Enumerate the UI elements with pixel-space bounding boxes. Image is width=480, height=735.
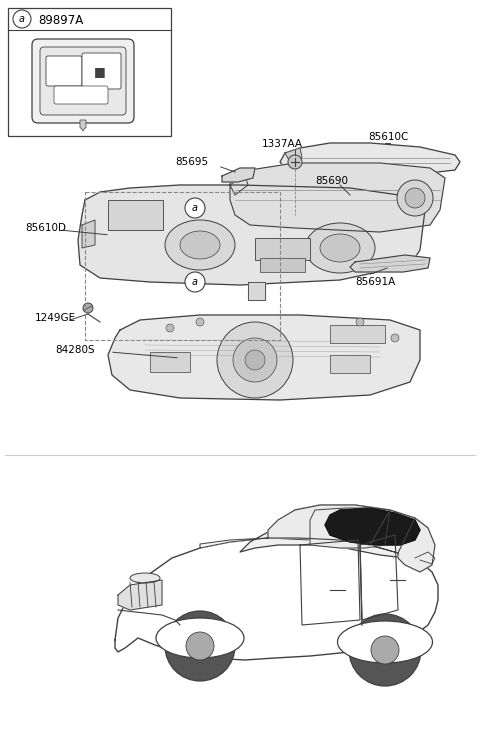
Polygon shape xyxy=(248,282,265,300)
Polygon shape xyxy=(280,143,460,174)
Circle shape xyxy=(196,318,204,326)
Polygon shape xyxy=(398,518,435,572)
Text: 84280S: 84280S xyxy=(55,345,95,355)
FancyBboxPatch shape xyxy=(32,39,134,123)
Polygon shape xyxy=(82,220,95,248)
Circle shape xyxy=(405,188,425,208)
Ellipse shape xyxy=(130,573,160,583)
Bar xyxy=(150,352,190,372)
Polygon shape xyxy=(118,580,162,610)
Bar xyxy=(8,8,171,136)
Bar xyxy=(260,258,305,272)
Bar xyxy=(85,192,280,340)
Polygon shape xyxy=(108,315,420,400)
Text: 85610D: 85610D xyxy=(25,223,66,233)
Bar xyxy=(255,238,310,260)
Polygon shape xyxy=(240,505,428,558)
Circle shape xyxy=(185,198,205,218)
Polygon shape xyxy=(310,508,390,548)
Text: a: a xyxy=(19,14,25,24)
Ellipse shape xyxy=(180,231,220,259)
Polygon shape xyxy=(350,255,430,272)
Circle shape xyxy=(165,611,235,681)
Polygon shape xyxy=(78,185,425,285)
Circle shape xyxy=(185,272,205,292)
Text: 85695: 85695 xyxy=(175,157,208,167)
Bar xyxy=(330,325,385,343)
Circle shape xyxy=(83,303,93,313)
Text: ■: ■ xyxy=(94,65,106,79)
Circle shape xyxy=(217,322,293,398)
FancyBboxPatch shape xyxy=(54,86,108,104)
Polygon shape xyxy=(200,538,398,553)
Circle shape xyxy=(13,10,31,28)
FancyArrow shape xyxy=(80,120,86,131)
Circle shape xyxy=(371,636,399,664)
Polygon shape xyxy=(325,508,420,545)
Bar xyxy=(330,355,370,373)
FancyBboxPatch shape xyxy=(40,47,126,115)
Text: 85691A: 85691A xyxy=(355,277,395,287)
Ellipse shape xyxy=(320,234,360,262)
Circle shape xyxy=(186,632,214,660)
Polygon shape xyxy=(268,505,390,545)
Polygon shape xyxy=(222,168,255,182)
Circle shape xyxy=(288,155,302,169)
Text: 1249GE: 1249GE xyxy=(35,313,76,323)
Circle shape xyxy=(391,334,399,342)
Ellipse shape xyxy=(305,223,375,273)
Circle shape xyxy=(349,614,421,686)
Bar xyxy=(108,200,163,230)
Circle shape xyxy=(233,338,277,382)
Polygon shape xyxy=(230,163,445,232)
Text: 85690: 85690 xyxy=(315,176,348,186)
Ellipse shape xyxy=(337,621,432,663)
Circle shape xyxy=(356,318,364,326)
Text: 85610C: 85610C xyxy=(368,132,408,142)
Polygon shape xyxy=(115,538,438,660)
Ellipse shape xyxy=(156,618,244,658)
Polygon shape xyxy=(285,148,302,162)
Circle shape xyxy=(397,180,433,216)
FancyBboxPatch shape xyxy=(46,56,82,86)
Text: 1337AA: 1337AA xyxy=(262,139,303,149)
Ellipse shape xyxy=(165,220,235,270)
Text: a: a xyxy=(192,203,198,213)
FancyBboxPatch shape xyxy=(82,53,121,89)
Circle shape xyxy=(245,350,265,370)
Text: 89897A: 89897A xyxy=(38,13,83,26)
Circle shape xyxy=(166,324,174,332)
Text: a: a xyxy=(192,277,198,287)
